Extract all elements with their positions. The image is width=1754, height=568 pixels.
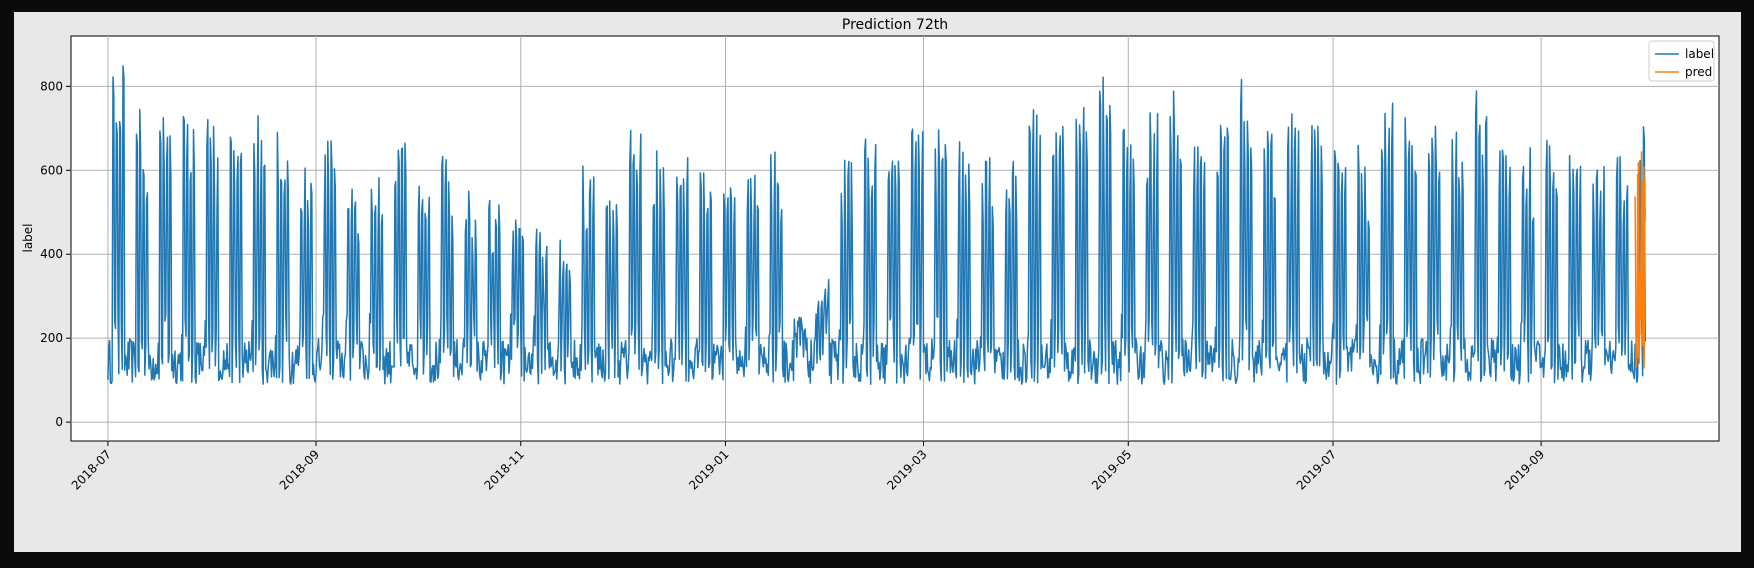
chart-title: Prediction 72th: [842, 17, 948, 33]
y-axis-label: label: [21, 223, 35, 252]
y-tick-label: 0: [55, 415, 63, 429]
y-tick-label: 800: [40, 79, 63, 93]
y-tick-label: 600: [40, 163, 63, 177]
legend: label pred: [1648, 40, 1715, 82]
x-tick-label: 2019-07: [1294, 447, 1339, 492]
x-tick-label: 2018-11: [482, 447, 527, 492]
x-tick-label: 2018-07: [69, 447, 114, 492]
series-label-line: [107, 65, 1646, 386]
data-series: [107, 65, 1646, 386]
x-tick-label: 2019-03: [884, 447, 929, 492]
legend-box: [1648, 40, 1715, 82]
y-tick-label: 400: [40, 247, 63, 261]
legend-label-label: label: [1685, 47, 1714, 61]
x-tick-label: 2018-09: [277, 447, 322, 492]
x-tick-label: 2019-09: [1502, 447, 1547, 492]
series-pred-line: [1634, 151, 1646, 369]
chart-figure: 0 200 400 600 800 2018-07 2018-09 2018-11 2019-0…: [14, 12, 1741, 552]
line-chart: 0 200 400 600 800 2018-07 2018-09 2018-11 2019-0…: [21, 17, 1720, 493]
x-tick-label: 2019-01: [686, 447, 731, 492]
x-tick-label: 2019-05: [1089, 447, 1134, 492]
legend-label-pred: pred: [1685, 65, 1712, 79]
y-tick-label: 200: [40, 331, 63, 345]
